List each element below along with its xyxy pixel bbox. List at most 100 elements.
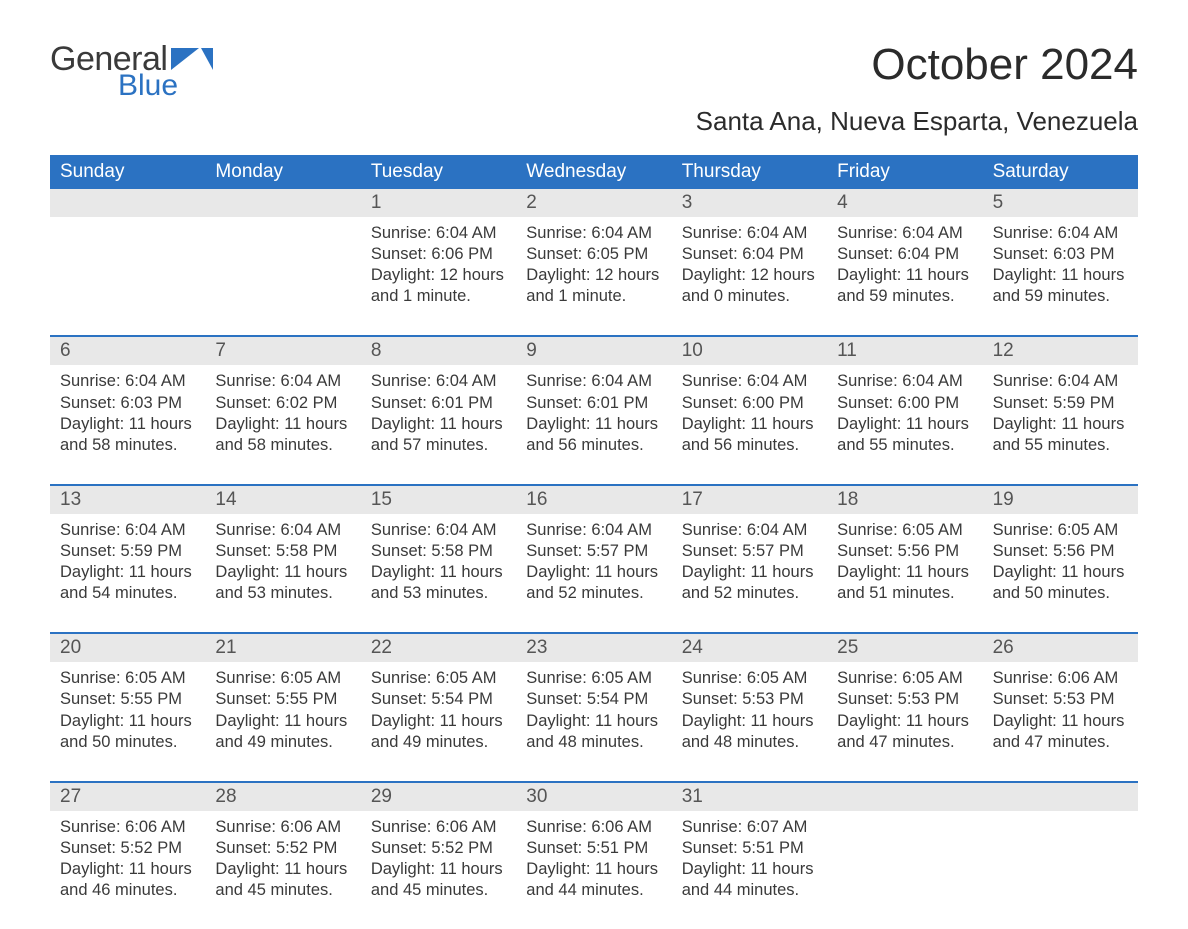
daylight-text-1: Daylight: 11 hours bbox=[837, 711, 972, 732]
daylight-text-2: and 46 minutes. bbox=[60, 880, 195, 901]
sunset-text: Sunset: 5:52 PM bbox=[215, 838, 350, 859]
sunset-text: Sunset: 6:00 PM bbox=[682, 393, 817, 414]
sunset-text: Sunset: 6:04 PM bbox=[682, 244, 817, 265]
calendar-cell: Sunrise: 6:04 AMSunset: 6:03 PMDaylight:… bbox=[983, 217, 1138, 335]
day-number: 7 bbox=[205, 337, 360, 365]
sunrise-text: Sunrise: 6:05 AM bbox=[526, 668, 661, 689]
daylight-text-2: and 53 minutes. bbox=[371, 583, 506, 604]
daylight-text-2: and 57 minutes. bbox=[371, 435, 506, 456]
sunset-text: Sunset: 5:57 PM bbox=[682, 541, 817, 562]
sunrise-text: Sunrise: 6:04 AM bbox=[60, 520, 195, 541]
sunset-text: Sunset: 5:56 PM bbox=[837, 541, 972, 562]
day-number: 14 bbox=[205, 486, 360, 514]
calendar-cell: Sunrise: 6:06 AMSunset: 5:52 PMDaylight:… bbox=[205, 811, 360, 929]
daylight-text-1: Daylight: 11 hours bbox=[837, 265, 972, 286]
sunset-text: Sunset: 5:58 PM bbox=[215, 541, 350, 562]
day-number: 3 bbox=[672, 189, 827, 217]
day-header-wednesday: Wednesday bbox=[516, 155, 671, 189]
day-number: 5 bbox=[983, 189, 1138, 217]
sunset-text: Sunset: 6:03 PM bbox=[993, 244, 1128, 265]
sunset-text: Sunset: 6:02 PM bbox=[215, 393, 350, 414]
daylight-text-2: and 55 minutes. bbox=[837, 435, 972, 456]
calendar-cell: Sunrise: 6:05 AMSunset: 5:56 PMDaylight:… bbox=[983, 514, 1138, 632]
day-number: 28 bbox=[205, 783, 360, 811]
sunrise-text: Sunrise: 6:04 AM bbox=[215, 371, 350, 392]
calendar-cell bbox=[205, 217, 360, 335]
daylight-text-2: and 58 minutes. bbox=[60, 435, 195, 456]
day-header-sunday: Sunday bbox=[50, 155, 205, 189]
day-header-friday: Friday bbox=[827, 155, 982, 189]
sunset-text: Sunset: 6:00 PM bbox=[837, 393, 972, 414]
sunset-text: Sunset: 6:01 PM bbox=[371, 393, 506, 414]
day-header-monday: Monday bbox=[205, 155, 360, 189]
calendar-week: 12345Sunrise: 6:04 AMSunset: 6:06 PMDayl… bbox=[50, 189, 1138, 335]
calendar-cell: Sunrise: 6:04 AMSunset: 5:57 PMDaylight:… bbox=[672, 514, 827, 632]
daylight-text-2: and 59 minutes. bbox=[993, 286, 1128, 307]
calendar-cell: Sunrise: 6:04 AMSunset: 6:05 PMDaylight:… bbox=[516, 217, 671, 335]
logo: General Blue bbox=[50, 40, 213, 103]
calendar-cell: Sunrise: 6:05 AMSunset: 5:54 PMDaylight:… bbox=[361, 662, 516, 780]
day-number: 26 bbox=[983, 634, 1138, 662]
calendar-cell: Sunrise: 6:05 AMSunset: 5:53 PMDaylight:… bbox=[827, 662, 982, 780]
day-number: 30 bbox=[516, 783, 671, 811]
sunrise-text: Sunrise: 6:04 AM bbox=[993, 371, 1128, 392]
daylight-text-2: and 1 minute. bbox=[526, 286, 661, 307]
sunrise-text: Sunrise: 6:04 AM bbox=[526, 520, 661, 541]
daylight-text-1: Daylight: 11 hours bbox=[526, 562, 661, 583]
calendar-cell: Sunrise: 6:04 AMSunset: 6:00 PMDaylight:… bbox=[672, 365, 827, 483]
calendar-cell: Sunrise: 6:05 AMSunset: 5:56 PMDaylight:… bbox=[827, 514, 982, 632]
daylight-text-2: and 55 minutes. bbox=[993, 435, 1128, 456]
day-number bbox=[983, 783, 1138, 811]
sunrise-text: Sunrise: 6:06 AM bbox=[215, 817, 350, 838]
sunrise-text: Sunrise: 6:06 AM bbox=[526, 817, 661, 838]
daylight-text-2: and 56 minutes. bbox=[526, 435, 661, 456]
daylight-text-2: and 53 minutes. bbox=[215, 583, 350, 604]
sunset-text: Sunset: 5:54 PM bbox=[526, 689, 661, 710]
daylight-text-2: and 49 minutes. bbox=[371, 732, 506, 753]
day-number: 31 bbox=[672, 783, 827, 811]
sunset-text: Sunset: 6:03 PM bbox=[60, 393, 195, 414]
daylight-text-2: and 1 minute. bbox=[371, 286, 506, 307]
sunset-text: Sunset: 6:06 PM bbox=[371, 244, 506, 265]
month-title: October 2024 bbox=[696, 40, 1138, 90]
calendar-cell: Sunrise: 6:06 AMSunset: 5:52 PMDaylight:… bbox=[361, 811, 516, 929]
daylight-text-2: and 51 minutes. bbox=[837, 583, 972, 604]
sunrise-text: Sunrise: 6:04 AM bbox=[60, 371, 195, 392]
daylight-text-1: Daylight: 12 hours bbox=[371, 265, 506, 286]
calendar-cell: Sunrise: 6:07 AMSunset: 5:51 PMDaylight:… bbox=[672, 811, 827, 929]
calendar-cell: Sunrise: 6:04 AMSunset: 5:57 PMDaylight:… bbox=[516, 514, 671, 632]
day-header-saturday: Saturday bbox=[983, 155, 1138, 189]
calendar-cell: Sunrise: 6:04 AMSunset: 6:04 PMDaylight:… bbox=[672, 217, 827, 335]
calendar-cell: Sunrise: 6:04 AMSunset: 5:59 PMDaylight:… bbox=[50, 514, 205, 632]
daylight-text-2: and 45 minutes. bbox=[371, 880, 506, 901]
calendar-cell: Sunrise: 6:04 AMSunset: 5:58 PMDaylight:… bbox=[361, 514, 516, 632]
calendar-cell: Sunrise: 6:05 AMSunset: 5:54 PMDaylight:… bbox=[516, 662, 671, 780]
sunrise-text: Sunrise: 6:05 AM bbox=[993, 520, 1128, 541]
sunset-text: Sunset: 5:55 PM bbox=[60, 689, 195, 710]
daylight-text-1: Daylight: 11 hours bbox=[60, 711, 195, 732]
day-number: 4 bbox=[827, 189, 982, 217]
day-number: 8 bbox=[361, 337, 516, 365]
calendar-cell: Sunrise: 6:04 AMSunset: 5:59 PMDaylight:… bbox=[983, 365, 1138, 483]
calendar-cell: Sunrise: 6:04 AMSunset: 6:00 PMDaylight:… bbox=[827, 365, 982, 483]
daynum-row: 2728293031 bbox=[50, 783, 1138, 811]
daylight-text-1: Daylight: 11 hours bbox=[993, 711, 1128, 732]
sunrise-text: Sunrise: 6:06 AM bbox=[993, 668, 1128, 689]
sunrise-text: Sunrise: 6:05 AM bbox=[60, 668, 195, 689]
daylight-text-1: Daylight: 11 hours bbox=[682, 711, 817, 732]
sunset-text: Sunset: 5:59 PM bbox=[60, 541, 195, 562]
day-header-tuesday: Tuesday bbox=[361, 155, 516, 189]
day-number bbox=[50, 189, 205, 217]
day-number: 1 bbox=[361, 189, 516, 217]
sunset-text: Sunset: 5:53 PM bbox=[993, 689, 1128, 710]
day-number: 11 bbox=[827, 337, 982, 365]
calendar-cell: Sunrise: 6:04 AMSunset: 6:01 PMDaylight:… bbox=[361, 365, 516, 483]
daylight-text-1: Daylight: 11 hours bbox=[215, 562, 350, 583]
sunrise-text: Sunrise: 6:05 AM bbox=[837, 520, 972, 541]
weeks-container: 12345Sunrise: 6:04 AMSunset: 6:06 PMDayl… bbox=[50, 189, 1138, 929]
day-number: 15 bbox=[361, 486, 516, 514]
logo-text-blue: Blue bbox=[118, 69, 213, 103]
daylight-text-1: Daylight: 11 hours bbox=[526, 859, 661, 880]
header: General Blue October 2024 Santa Ana, Nue… bbox=[50, 40, 1138, 137]
sunrise-text: Sunrise: 6:05 AM bbox=[837, 668, 972, 689]
